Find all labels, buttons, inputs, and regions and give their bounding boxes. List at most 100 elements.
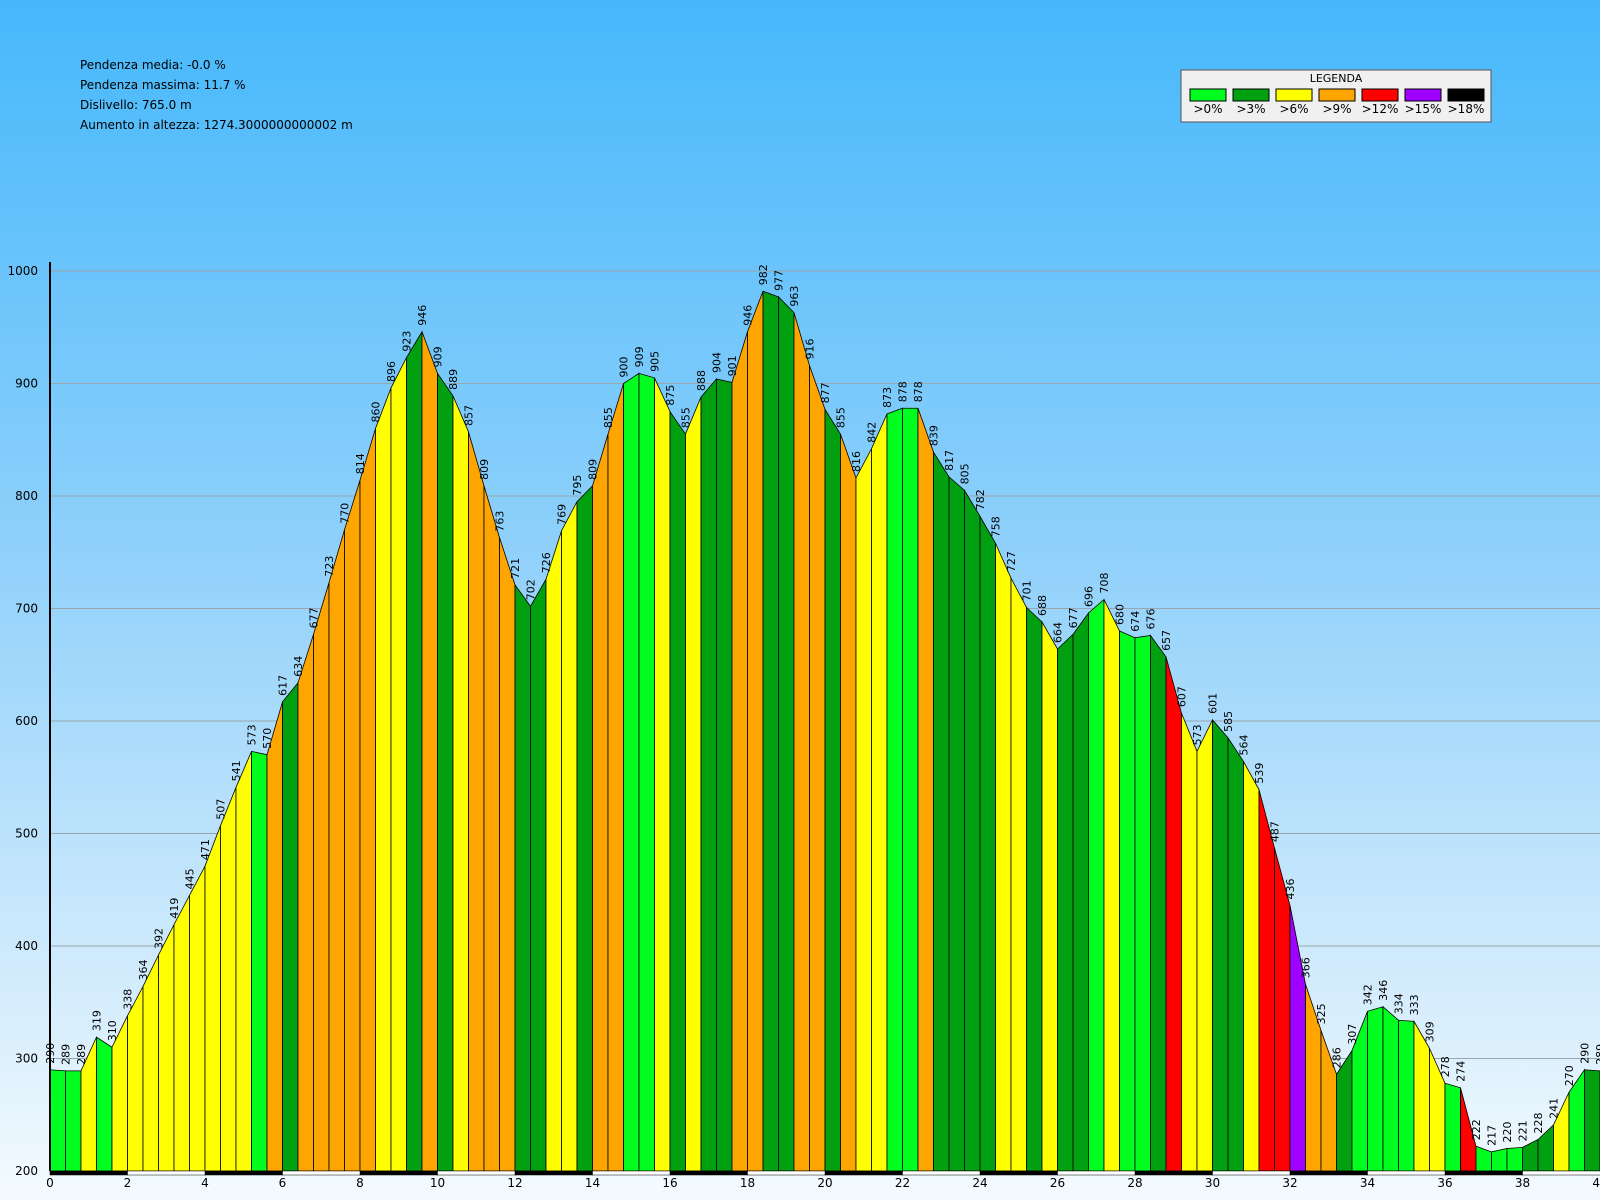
profile-segment [1165,656,1182,1172]
x-tick-label: 8 [356,1176,364,1190]
x-axis-segment [979,1170,1059,1176]
x-tick-label: 22 [895,1176,910,1190]
profile-segment [406,330,423,1172]
profile-segment [173,895,190,1172]
x-axis-segment [127,1170,206,1176]
legend-swatch [1189,88,1227,102]
elevation-label: 805 [959,463,972,484]
elevation-label: 278 [1439,1056,1452,1077]
legend-title: LEGENDA [1310,72,1363,85]
profile-segment [1258,789,1275,1172]
elevation-label: 982 [757,264,770,285]
x-axis-segment [1212,1170,1291,1176]
profile-segment [390,357,407,1172]
profile-segment [375,387,392,1172]
legend-label: >0% [1193,102,1222,116]
profile-segment [824,407,841,1172]
y-tick-label: 500 [15,827,38,841]
profile-segment [1212,718,1229,1172]
elevation-label: 573 [246,724,259,745]
x-tick-label: 0 [46,1176,54,1190]
x-tick-label: 38 [1515,1176,1530,1190]
profile-segment [359,428,376,1172]
elevation-label: 721 [509,558,522,579]
elevation-label: 573 [1191,724,1204,745]
elevation-label: 839 [928,425,941,446]
profile-segment [948,475,965,1172]
profile-segment [468,431,485,1172]
profile-segment [297,634,314,1172]
elevation-label: 916 [804,339,817,360]
elevation-label: 963 [788,286,801,307]
elevation-label: 770 [339,503,352,524]
profile-segment [855,448,872,1172]
profile-segment [1506,1146,1523,1172]
elevation-label: 909 [633,346,646,367]
profile-segment [1088,598,1105,1172]
profile-segment [1150,634,1167,1172]
elevation-label: 814 [354,453,367,474]
profile-segment [49,1069,66,1172]
x-tick-label: 34 [1360,1176,1375,1190]
elevation-label: 539 [1253,763,1266,784]
profile-segment [545,530,562,1172]
profile-segment [902,407,919,1172]
profile-segment [421,331,438,1172]
profile-segment [778,295,795,1172]
elevation-label: 723 [323,556,336,577]
profile-segment [189,865,206,1172]
elevation-label: 601 [1207,693,1220,714]
legend-label: >12% [1362,102,1399,116]
elevation-label: 289 [60,1044,73,1065]
profile-segment [669,410,686,1172]
legend-label: >18% [1448,102,1485,116]
elevation-label: 889 [447,369,460,390]
profile-segment [917,408,934,1172]
profile-segment [266,701,283,1172]
elevation-label: 507 [215,799,228,820]
x-tick-label: 6 [279,1176,287,1190]
stat-pendenza-media: Pendenza media: -0.0 % [80,58,226,72]
elevation-label: 220 [1501,1122,1514,1143]
x-axis-segment [282,1170,361,1176]
profile-segment [204,825,221,1172]
elevation-label: 570 [261,728,274,749]
elevation-label: 617 [277,675,290,696]
profile-segment [96,1036,113,1172]
profile-segment [1041,620,1058,1172]
profile-segment [576,484,593,1172]
elevation-label: 809 [587,459,600,480]
elevation-label: 905 [649,351,662,372]
profile-segment [1119,630,1136,1172]
elevation-label: 842 [866,422,879,443]
x-axis-segment [902,1170,981,1176]
profile-segment [1475,1145,1492,1172]
legend-swatch [1318,88,1356,102]
elevation-label: 319 [91,1010,104,1031]
elevation-label: 875 [664,385,677,406]
legend-label: >9% [1322,102,1351,116]
profile-segment [1243,761,1260,1172]
x-tick-label: 2 [124,1176,132,1190]
x-tick-label: 16 [662,1176,677,1190]
x-axis-segment [49,1170,129,1176]
elevation-label: 334 [1393,993,1406,1014]
elevation-label: 677 [308,607,321,628]
x-tick-label: 40 [1592,1176,1600,1190]
x-axis-segment [669,1170,749,1176]
legend-swatch [1361,88,1399,102]
elevation-label: 946 [416,305,429,326]
profile-segment [623,372,640,1172]
x-axis-segment [747,1170,826,1176]
y-tick-label: 700 [15,602,38,616]
y-tick-label: 900 [15,377,38,391]
x-axis-segment [1522,1170,1600,1176]
profile-segment [452,395,469,1172]
y-tick-label: 600 [15,714,38,728]
elevation-label: 664 [1052,622,1065,643]
profile-segment [654,377,671,1172]
elevation-label: 878 [912,381,925,402]
profile-segment [1026,606,1043,1172]
profile-segment [65,1070,82,1172]
y-tick-label: 1000 [7,264,38,278]
